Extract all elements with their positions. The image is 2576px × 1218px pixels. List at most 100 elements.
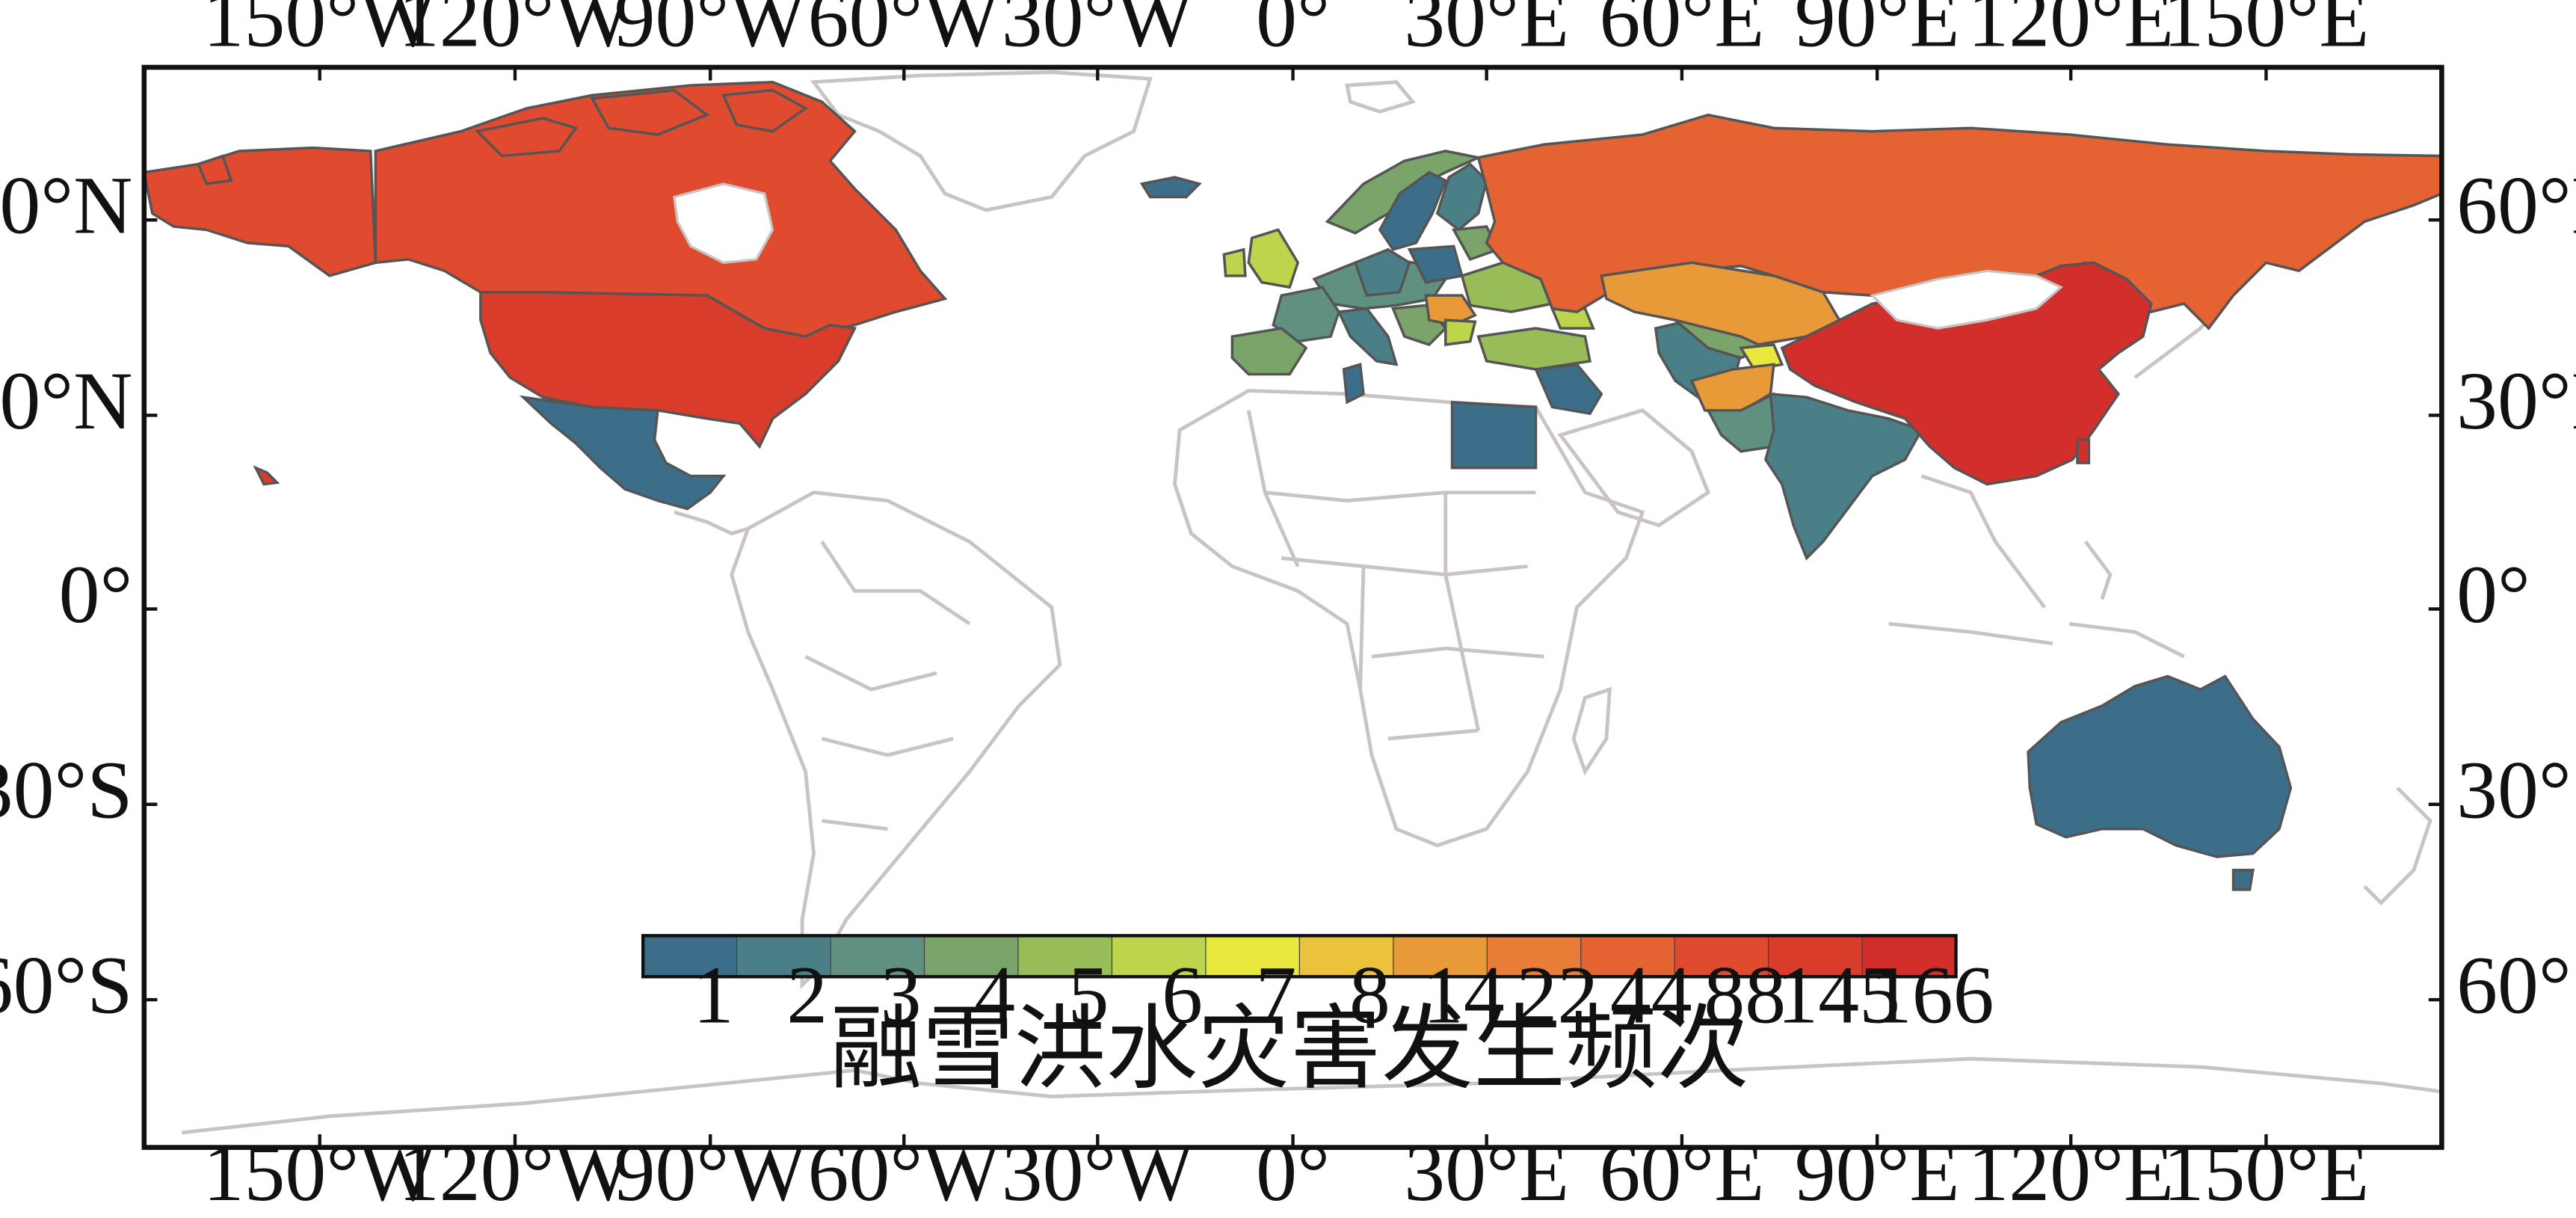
- tasmania-region: [2231, 868, 2255, 891]
- colorbar-tick: 2: [786, 950, 828, 1041]
- lon-label-top: 60°E: [1600, 0, 1765, 64]
- lon-label-bottom: 30°E: [1404, 1127, 1569, 1218]
- colorbar-tick: 7: [1256, 950, 1297, 1041]
- levant-region: [1533, 363, 1603, 416]
- lon-label-bottom: 120°W: [398, 1127, 632, 1218]
- uk-region: [1247, 228, 1300, 289]
- sweden-region: [1378, 170, 1447, 251]
- lat-label-left: 60°N: [0, 160, 132, 251]
- map-canvas: [144, 70, 2442, 1135]
- alaska-region: [144, 146, 378, 277]
- svalbard-outline: [1345, 80, 1417, 114]
- colorbar-tick: 22: [1516, 950, 1598, 1041]
- lat-label-left: 30°S: [0, 744, 132, 835]
- lon-label-top: 0°: [1256, 0, 1330, 64]
- lon-label-top: 150°W: [203, 0, 437, 64]
- tunisia-region: [1342, 363, 1365, 405]
- lon-label-top: 90°W: [614, 0, 807, 64]
- spain-region: [1230, 327, 1308, 376]
- colorbar-cell: [1486, 935, 1583, 977]
- lat-label-right: 60°N: [2456, 160, 2576, 251]
- colorbar-tick: 5: [1068, 950, 1109, 1041]
- france-region: [1272, 286, 1340, 343]
- lon-label-bottom: 150°E: [2163, 1127, 2370, 1218]
- lon-label-top: 60°W: [808, 0, 1001, 64]
- lon-label-top: 30°W: [1002, 0, 1195, 64]
- ireland-region: [1222, 247, 1247, 277]
- lat-label-right: 0°: [2456, 549, 2530, 640]
- greenland-outline: [810, 70, 1153, 212]
- lon-label-top: 30°E: [1404, 0, 1569, 64]
- russia-region: [1476, 113, 2442, 330]
- africa-borders: [1246, 410, 1544, 741]
- lat-label-left: 0°: [59, 549, 133, 640]
- taiwan-region: [2076, 438, 2091, 464]
- hawaii-region: [253, 465, 280, 486]
- kazakhstan-region: [1600, 261, 1842, 346]
- lon-label-bottom: 60°W: [808, 1127, 1001, 1218]
- colorbar-tick: 145: [1777, 950, 1900, 1041]
- lon-label-bottom: 150°W: [203, 1127, 437, 1218]
- australia-region: [2027, 674, 2293, 858]
- tajikistan-region: [1738, 343, 1784, 371]
- colorbar-tick: 4: [974, 950, 1015, 1041]
- central-america-outline: [674, 510, 749, 536]
- lon-label-bottom: 0°: [1256, 1127, 1330, 1218]
- arctic-archipelago-region: [196, 88, 808, 185]
- mexico-region: [519, 395, 727, 511]
- colorbar-cell: [1861, 935, 1958, 977]
- lon-label-bottom: 90°E: [1795, 1127, 1960, 1218]
- colorbar-cells: [642, 935, 1958, 977]
- italy-region: [1337, 307, 1399, 366]
- colorbar-tick: 6: [1162, 950, 1203, 1041]
- lat-label-right: 30°S: [2456, 744, 2576, 835]
- colorbar-tick: 1: [693, 950, 734, 1041]
- lon-label-top: 90°E: [1795, 0, 1960, 64]
- south-america-outline: [730, 490, 1062, 990]
- colorbar-tick: 44: [1610, 950, 1692, 1041]
- lat-label-right: 30°N: [2456, 355, 2576, 446]
- lon-label-top: 150°E: [2163, 0, 2370, 64]
- turkey-region: [1476, 327, 1592, 371]
- colorbar-cell: [736, 935, 832, 977]
- colorbar-tick: 166: [1871, 950, 1994, 1041]
- colorbar-cell: [1298, 935, 1395, 977]
- south-america-borders: [804, 541, 971, 831]
- africa-outline: [1173, 389, 1645, 848]
- united-states-region: [479, 291, 857, 449]
- lon-label-bottom: 120°E: [1968, 1127, 2174, 1218]
- antarctica-outline: [182, 1056, 2442, 1135]
- hudson-bay: [673, 182, 774, 264]
- lon-label-bottom: 30°W: [1002, 1127, 1195, 1218]
- colorbar-cell: [1111, 935, 1207, 977]
- lon-label-top: 120°E: [1968, 0, 2174, 64]
- lat-label-left: 60°S: [0, 940, 132, 1031]
- lon-label-bottom: 90°W: [614, 1127, 807, 1218]
- colorbar-cell: [1205, 935, 1301, 977]
- lon-label-bottom: 60°E: [1600, 1127, 1765, 1218]
- india-region: [1763, 392, 1923, 561]
- germany-region: [1353, 247, 1411, 298]
- iceland-region: [1139, 176, 1202, 199]
- colorbar-title: 融雪洪水灾害发生频次: [831, 995, 1749, 1102]
- colorbar-tick: 8: [1349, 950, 1390, 1041]
- new-zealand-outline: [2363, 787, 2432, 905]
- bulgaria-region: [1444, 319, 1477, 347]
- colorbar-cell: [642, 935, 739, 977]
- colorbar-cell: [1674, 935, 1770, 977]
- lon-label-top: 120°W: [398, 0, 632, 64]
- lat-label-right: 60°S: [2456, 940, 2576, 1031]
- lat-label-left: 30°N: [0, 355, 132, 446]
- madagascar-outline: [1571, 686, 1612, 776]
- arabia-outline: [1557, 408, 1710, 528]
- colorbar-border: [641, 934, 1958, 979]
- colorbar-cell: [923, 935, 1020, 977]
- colorbar-tick: 3: [881, 950, 922, 1041]
- southeast-asia-outline: [1888, 474, 2185, 659]
- colorbar-tick: 88: [1704, 950, 1786, 1041]
- egypt-region: [1450, 401, 1538, 470]
